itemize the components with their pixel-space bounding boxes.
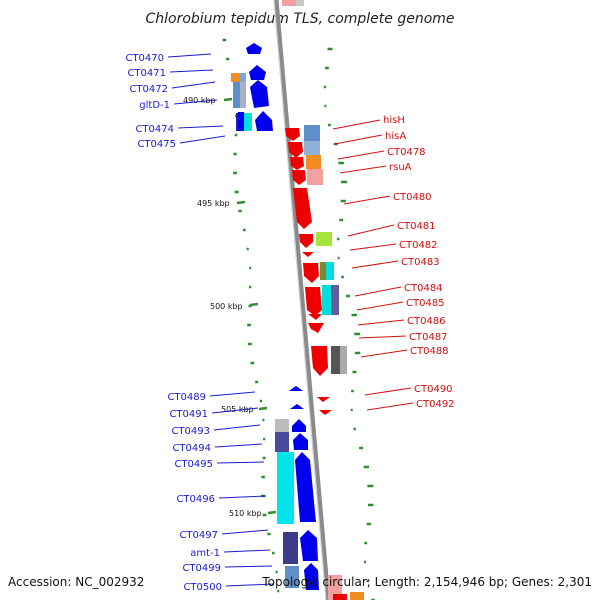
gene-shape-ct0490 (317, 397, 330, 402)
gene-label-hisa[interactable]: hisA (385, 131, 406, 142)
gene-label-ct0490[interactable]: CT0490 (414, 384, 453, 395)
cog-bars-left (231, 73, 299, 588)
gene-label-amt-1[interactable]: amt-1 (190, 548, 220, 559)
gene-label-ct0480[interactable]: CT0480 (393, 192, 432, 203)
gene-label-ct0485[interactable]: CT0485 (406, 298, 445, 309)
gene-label-hish[interactable]: hisH (383, 115, 405, 126)
gene-label-ct0481[interactable]: CT0481 (397, 221, 436, 232)
gene-label-ct0471[interactable]: CT0471 (127, 68, 166, 79)
gene-shape-ct0470 (246, 43, 262, 54)
gene-label-ct0494[interactable]: CT0494 (172, 443, 211, 454)
gene-shape-ct0483 (303, 263, 319, 283)
gene-shape-ct0472 (250, 80, 269, 108)
gene-shape-bottom-red (333, 594, 347, 600)
gene-shape-ct0471 (249, 65, 266, 80)
gene-label-ct0488[interactable]: CT0488 (410, 346, 449, 357)
gene-shape-ct0478 (290, 157, 304, 170)
gene-shape-ct0484 (305, 287, 322, 316)
gene-shape-gltd (255, 111, 273, 131)
gene-shape-hisa (288, 142, 303, 158)
gene-label-ct0487[interactable]: CT0487 (409, 332, 448, 343)
gene-shape-ct0486 (308, 314, 322, 320)
gene-shape-hish (285, 128, 300, 141)
gene-shape-ct0492 (319, 410, 332, 415)
label-connectors-right (332, 119, 414, 411)
scale-label-500: 500 kbp (210, 302, 243, 311)
gene-label-ct0492[interactable]: CT0492 (416, 399, 455, 410)
gene-shape-ct0488 (311, 346, 328, 376)
gene-shape-ct0493 (292, 419, 306, 432)
gene-labels-left: CT0470 CT0471 CT0472 gltD-1 CT0474 CT047… (125, 53, 222, 593)
genome-summary-text: Topology: circular; Length: 2,154,946 bp… (261, 575, 592, 589)
gene-label-ct0478[interactable]: CT0478 (387, 147, 426, 158)
gene-label-ct0500[interactable]: CT0500 (183, 582, 222, 593)
gene-label-ct0496[interactable]: CT0496 (176, 494, 215, 505)
gene-label-ct0497[interactable]: CT0497 (179, 530, 218, 541)
gene-label-ct0493[interactable]: CT0493 (171, 426, 210, 437)
gene-label-ct0470[interactable]: CT0470 (125, 53, 164, 64)
forward-genes (238, 43, 319, 590)
gene-shape-ct0480 (293, 188, 312, 229)
gene-label-ct0495[interactable]: CT0495 (174, 459, 213, 470)
gene-label-ct0499[interactable]: CT0499 (182, 563, 221, 574)
label-connectors-left (167, 53, 275, 587)
scale-label-490: 490 kbp (183, 96, 216, 105)
scale-ticks (223, 97, 277, 515)
gene-shape-ct0487 (308, 323, 324, 333)
gene-shape-ct0491 (290, 404, 304, 409)
gene-label-gltd-1[interactable]: gltD-1 (139, 100, 170, 111)
map-title: Chlorobium tepidum TLS, complete genome (145, 11, 454, 27)
top-feature-pink (282, 0, 296, 6)
gene-shape-ct0495 (295, 452, 316, 522)
gene-shape-ct0494 (293, 433, 308, 450)
gene-shape-ct0481 (299, 234, 313, 248)
gene-label-ct0474[interactable]: CT0474 (135, 124, 174, 135)
gene-label-ct0486[interactable]: CT0486 (407, 316, 446, 327)
gene-label-ct0491[interactable]: CT0491 (169, 409, 208, 420)
gene-label-ct0489[interactable]: CT0489 (167, 392, 206, 403)
gene-shape-ct0499 (304, 563, 319, 590)
gene-shape-ct0482 (302, 252, 314, 257)
gene-shape-amt (300, 530, 318, 561)
gene-label-ct0472[interactable]: CT0472 (129, 84, 168, 95)
reverse-genes (285, 128, 347, 600)
cog-bars-right (304, 125, 364, 600)
top-feature-grey (296, 0, 304, 6)
gene-shape-rsua (292, 170, 306, 185)
genome-backbone-highlight (273, 0, 327, 600)
gene-label-ct0482[interactable]: CT0482 (399, 240, 438, 251)
scale-labels: 490 kbp 495 kbp 500 kbp 505 kbp 510 kbp (183, 96, 262, 518)
scale-label-505: 505 kbp (221, 405, 254, 414)
accession-text: Accession: NC_002932 (8, 575, 144, 589)
gene-label-ct0484[interactable]: CT0484 (404, 283, 443, 294)
scale-label-510: 510 kbp (229, 509, 262, 518)
gene-labels-right: hisH hisA CT0478 rsuA CT0480 CT0481 CT04… (383, 115, 455, 410)
gene-label-ct0483[interactable]: CT0483 (401, 257, 440, 268)
gene-shape-ct0489 (289, 386, 303, 391)
gene-label-ct0475[interactable]: CT0475 (137, 139, 176, 150)
gc-content-ticks (222, 38, 375, 600)
genome-backbone (273, 0, 331, 600)
gene-label-rsua[interactable]: rsuA (389, 162, 412, 173)
scale-label-495: 495 kbp (197, 199, 230, 208)
gene-shape-ct0474 (238, 112, 244, 131)
